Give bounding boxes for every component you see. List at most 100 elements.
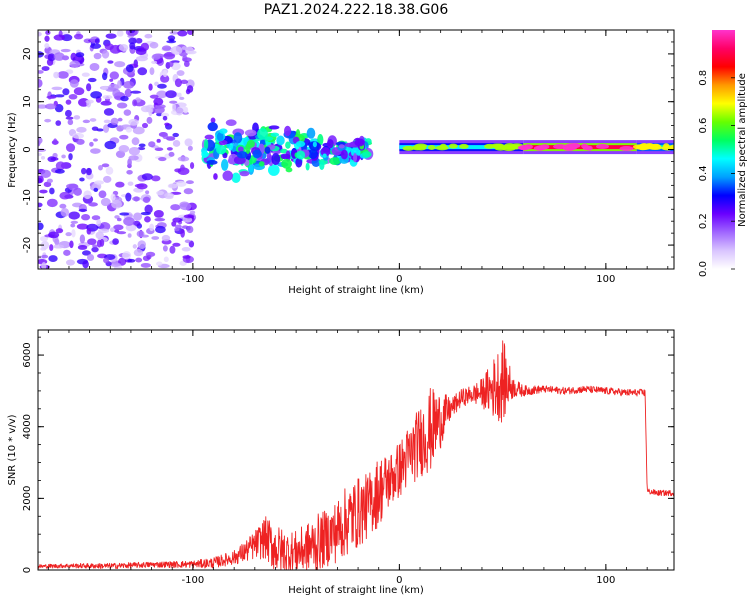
spectrogram-blob [177,156,190,162]
spectrogram-blob [177,30,188,37]
spectrogram-blob [216,132,224,142]
spectrogram-blob [153,106,165,114]
spectrogram-blob [219,128,228,134]
spectrogram-blob [206,160,218,165]
spectrogram-blob [280,153,291,160]
spectrogram-blob [103,175,112,183]
spectrogram-blob [414,143,428,149]
spectrogram-blob [91,215,101,221]
spectrogram-blob [362,151,372,158]
spectrogram-blob [127,158,132,167]
spectrogram-blob [93,138,98,142]
spectrogram-blob [96,239,102,248]
spectrogram-blob [46,95,57,99]
spectrogram-blob [116,231,127,235]
spectrogram-blob [295,140,306,148]
spectrogram-blob [38,202,43,208]
spectrogram-band-core [523,145,637,150]
spectrogram-blob [176,70,185,76]
spectrogram-blob [344,142,356,148]
spectrogram-blob [96,219,101,227]
spectrogram-blob [162,69,168,78]
spectrogram-blob [162,115,168,121]
spectrogram-blob [71,229,76,238]
spectrogram-blob [54,94,65,98]
spectrogram-blob [257,128,268,140]
spectrogram-blob [435,145,449,151]
spectrogram-blob [117,117,123,122]
spectrogram-blob [116,217,122,222]
spectrogram-blob [140,211,151,216]
spectrogram-blob [57,71,69,79]
spectrogram-blob [113,224,124,231]
spectrogram-blob [140,262,151,268]
spectrogram-blob [40,240,50,250]
spectrogram-x-tick-label: -100 [182,274,205,285]
spectrogram-blob [158,157,167,162]
spectrogram-blob [164,192,175,198]
spectrogram-blob [154,81,159,87]
spectrogram-blob [308,148,318,160]
spectrogram-blob [141,122,149,129]
spectrogram-blob [582,145,591,151]
spectrogram-blob [144,216,151,223]
spectrogram-blob [90,148,101,154]
spectrogram-blob [236,151,248,159]
spectrogram-blob [103,108,115,116]
spectrogram-blob [151,60,158,65]
figure-title: PAZ1.2024.222.18.38.G06 [264,2,449,18]
spectrogram-blob [130,90,142,94]
spectrogram-blob [177,92,182,98]
spectrogram-blob [73,87,85,96]
spectrogram-blob [93,52,102,60]
spectrogram-blob [160,112,170,118]
spectrogram-blob [144,204,153,214]
spectrogram-blob [284,125,292,137]
spectrogram-blob [184,138,193,147]
spectrogram-blob [60,48,71,53]
spectrogram-blob [204,134,214,140]
spectrogram-blob [244,129,257,137]
spectrogram-blob [175,180,187,187]
spectrogram-blob [161,234,171,242]
spectrogram-blobs [38,30,674,269]
spectrogram-blob [68,211,80,220]
spectrogram-blob [170,45,183,55]
spectrogram-blob [222,152,228,159]
snr-x-tick-label: 100 [596,575,615,586]
spectrogram-blob [109,262,122,267]
spectrogram-blob [142,196,151,203]
spectrogram-blob [44,43,50,49]
spectrogram-blob [38,78,43,88]
spectrogram-blob [119,212,130,216]
snr-x-tick-label: 0 [396,575,402,586]
spectrogram-blob [172,140,181,147]
spectrogram-blob [91,246,99,253]
spectrogram-blob [144,33,153,39]
spectrogram-blob [50,157,59,161]
spectrogram-blob [231,172,241,184]
spectrogram-blob [39,189,48,194]
spectrogram-blob [46,178,53,183]
spectrogram-blob [86,254,95,262]
spectrogram-blob [553,144,567,150]
spectrogram-blob [38,70,44,74]
spectrogram-blob [280,148,288,154]
spectrogram-blob [169,245,176,254]
spectrogram-blob [109,227,115,232]
spectrogram-blob [129,42,136,50]
spectrogram-y-tick-label: 20 [22,48,33,61]
spectrogram-blob [102,72,108,81]
spectrogram-blob [187,145,193,151]
spectrogram-blob [174,78,182,88]
spectrogram-blob [168,151,175,157]
spectrogram-blob [41,254,49,259]
spectrogram-blob [60,208,70,217]
spectrogram-blob [338,144,345,149]
snr-y-tick-label: 4000 [22,414,33,439]
spectrogram-blob [180,79,189,85]
spectrogram-blob [69,240,74,249]
spectrogram-blob [137,67,148,76]
spectrogram-blob [103,119,111,124]
spectrogram-blob [169,38,175,43]
